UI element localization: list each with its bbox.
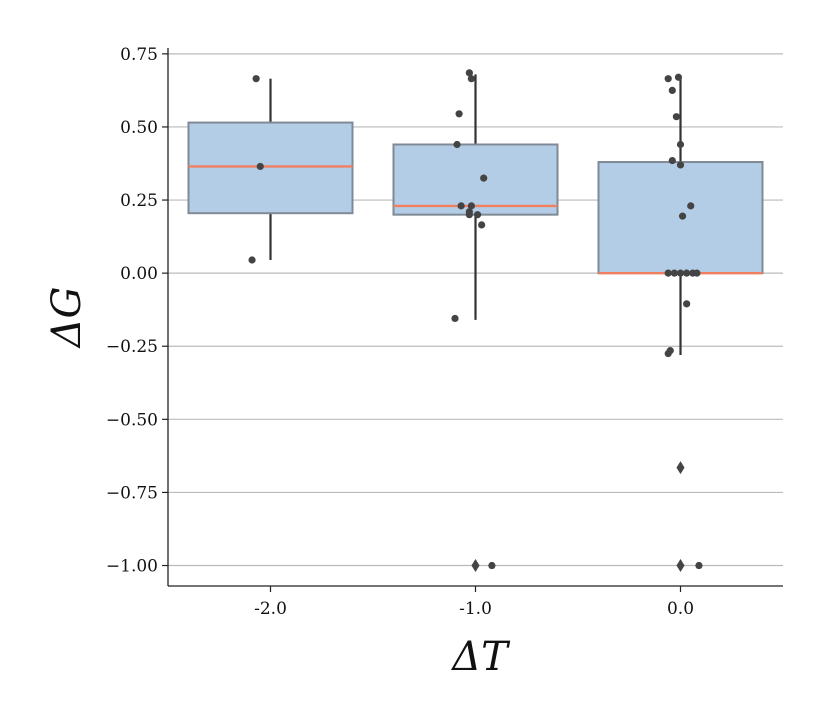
data-point xyxy=(683,269,691,277)
data-point xyxy=(664,75,672,83)
data-point xyxy=(465,211,473,219)
data-point xyxy=(488,561,496,570)
box-iqr xyxy=(392,143,559,216)
data-point xyxy=(451,314,459,323)
data-point xyxy=(473,211,482,219)
data-point xyxy=(687,202,695,210)
data-point xyxy=(664,269,672,277)
data-point xyxy=(467,75,475,83)
y-tick-label: 0.50 xyxy=(120,118,158,138)
x-tick-label: 0.0 xyxy=(667,599,694,619)
data-point xyxy=(668,156,676,165)
data-point xyxy=(693,269,701,277)
y-tick-label: 0.00 xyxy=(120,264,158,284)
data-point xyxy=(668,86,676,94)
y-ticks: 0.75 0.50 0.25 0.00 −0.25 −0.50 −0.75 −1.00 xyxy=(106,45,168,577)
y-axis-label: ΔG xyxy=(44,287,90,350)
x-ticks: -2.0 -1.0 0.0 xyxy=(254,586,694,619)
boxes xyxy=(187,74,764,573)
data-point xyxy=(457,202,465,210)
data-point xyxy=(695,561,703,570)
x-tick-label: -1.0 xyxy=(459,599,492,619)
box-group xyxy=(392,74,559,573)
data-point xyxy=(480,174,488,182)
data-point xyxy=(467,202,475,210)
box-iqr xyxy=(187,121,354,215)
data-point xyxy=(455,110,463,118)
data-point xyxy=(478,221,486,229)
y-tick-label: 0.25 xyxy=(120,191,158,211)
data-point xyxy=(683,300,691,308)
data-point xyxy=(670,269,678,277)
data-point xyxy=(678,212,687,220)
data-point xyxy=(674,73,683,81)
y-tick-label: −0.75 xyxy=(106,483,158,503)
data-point xyxy=(252,75,260,83)
data-point xyxy=(664,349,672,358)
y-tick-label: −1.00 xyxy=(106,557,158,577)
x-tick-label: -2.0 xyxy=(254,599,287,619)
data-point xyxy=(248,256,256,264)
y-tick-label: 0.75 xyxy=(120,45,158,65)
box-group xyxy=(597,77,764,573)
outlier-marker xyxy=(471,559,480,573)
data-point xyxy=(676,140,685,149)
data-point xyxy=(672,113,681,121)
y-tick-label: −0.25 xyxy=(106,337,158,357)
data-point xyxy=(465,69,473,77)
y-tick-label: −0.50 xyxy=(106,410,158,430)
outlier-marker xyxy=(676,461,685,475)
data-point xyxy=(676,161,685,169)
outlier-marker xyxy=(676,559,685,573)
data-point xyxy=(256,162,264,171)
box-group xyxy=(187,78,354,260)
data-point xyxy=(453,140,461,149)
x-axis-label: ΔT xyxy=(450,634,511,680)
data-points xyxy=(248,69,703,570)
data-point xyxy=(676,269,685,277)
